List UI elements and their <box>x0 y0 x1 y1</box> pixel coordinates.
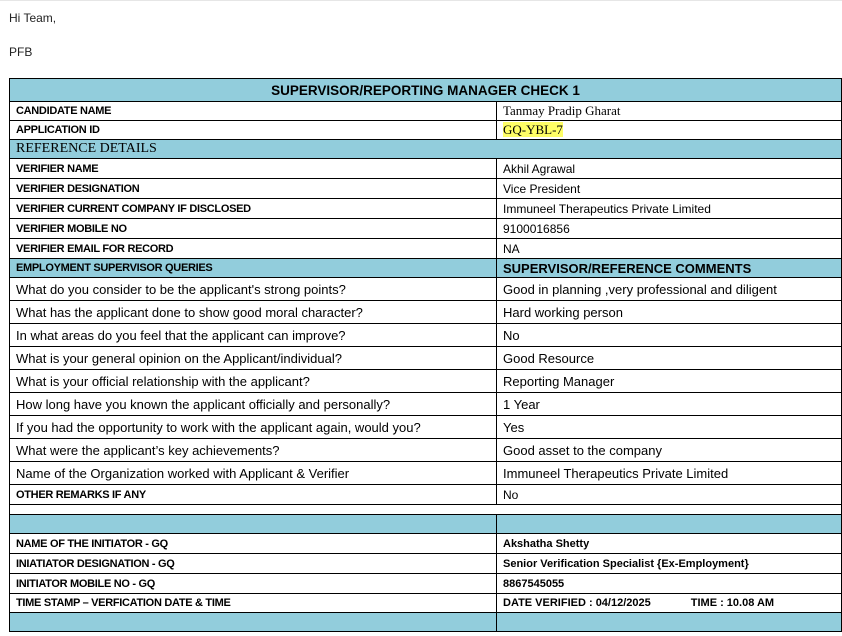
query-row-value: Good asset to the company <box>495 438 842 462</box>
other-remarks-value: No <box>495 484 842 505</box>
initiator-row: INITIATOR MOBILE NO - GQ 8867545055 <box>9 573 842 594</box>
query-row: Name of the Organization worked with App… <box>9 461 842 485</box>
query-row-label: What has the applicant done to show good… <box>9 300 497 324</box>
query-row-label: In what areas do you feel that the appli… <box>9 323 497 347</box>
top-divider <box>0 0 842 1</box>
verifier-row: VERIFIER EMAIL FOR RECORD NA <box>9 238 842 259</box>
query-row-value: Good in planning ,very professional and … <box>495 277 842 301</box>
query-row-value: No <box>495 323 842 347</box>
pfb-text: PFB <box>9 45 33 59</box>
verifier-row: VERIFIER DESIGNATION Vice President <box>9 178 842 199</box>
query-row-value: 1 Year <box>495 392 842 416</box>
verifier-row-label: VERIFIER CURRENT COMPANY IF DISCLOSED <box>9 198 497 219</box>
table-title: SUPERVISOR/REPORTING MANAGER CHECK 1 <box>8 78 842 102</box>
query-row-value: Good Resource <box>495 346 842 370</box>
verifier-row-value: 9100016856 <box>495 218 842 239</box>
verifier-row-value: NA <box>495 238 842 259</box>
time-verified: TIME : 10.08 AM <box>690 597 775 609</box>
query-row-label: Name of the Organization worked with App… <box>9 461 497 485</box>
query-row: What is your general opinion on the Appl… <box>9 346 842 370</box>
blue-spacer <box>9 612 497 632</box>
queries-header: EMPLOYMENT SUPERVISOR QUERIES <box>9 258 497 278</box>
appid-label: APPLICATION ID <box>9 120 497 140</box>
verification-table: SUPERVISOR/REPORTING MANAGER CHECK 1 CAN… <box>8 78 842 632</box>
initiator-row: NAME OF THE INITIATOR - GQ Akshatha Shett… <box>9 533 842 554</box>
query-row-value: Hard working person <box>495 300 842 324</box>
verifier-row: VERIFIER NAME Akhil Agrawal <box>9 158 842 179</box>
initiator-row-label: INIATIATOR DESIGNATION - GQ <box>9 553 497 574</box>
query-row-label: What were the applicant’s key achievemen… <box>9 438 497 462</box>
query-row: What has the applicant done to show good… <box>9 300 842 324</box>
verifier-row: VERIFIER CURRENT COMPANY IF DISCLOSED Imm… <box>9 198 842 219</box>
query-row-label: What is your general opinion on the Appl… <box>9 346 497 370</box>
query-row-label: What is your official relationship with … <box>9 369 497 393</box>
initiator-row-label: INITIATOR MOBILE NO - GQ <box>9 573 497 594</box>
initiator-row-value: Akshatha Shetty <box>495 533 842 554</box>
verifier-row: VERIFIER MOBILE NO 9100016856 <box>9 218 842 239</box>
verifier-row-label: VERIFIER MOBILE NO <box>9 218 497 239</box>
initiator-row: INIATIATOR DESIGNATION - GQ Senior Verifi… <box>9 553 842 574</box>
empty-row <box>8 504 842 515</box>
verifier-row-value: Immuneel Therapeutics Private Limited <box>495 198 842 219</box>
query-row-label: What do you consider to be the applicant… <box>9 277 497 301</box>
candidate-label: CANDIDATE NAME <box>9 101 497 121</box>
verifier-row-label: VERIFIER NAME <box>9 158 497 179</box>
query-row-value: Immuneel Therapeutics Private Limited <box>495 461 842 485</box>
initiator-row-label: NAME OF THE INITIATOR - GQ <box>9 533 497 554</box>
query-row-label: How long have you known the applicant of… <box>9 392 497 416</box>
blue-spacer <box>495 514 842 534</box>
query-row-label: If you had the opportunity to work with … <box>9 415 497 439</box>
query-row: What do you consider to be the applicant… <box>9 277 842 301</box>
comments-header: SUPERVISOR/REFERENCE COMMENTS <box>495 258 842 278</box>
query-row: What were the applicant’s key achievemen… <box>9 438 842 462</box>
verifier-row-label: VERIFIER EMAIL FOR RECORD <box>9 238 497 259</box>
timestamp-label: TIME STAMP – VERFICATION DATE & TIME <box>9 593 497 613</box>
blue-spacer <box>9 514 497 534</box>
greeting: Hi Team, <box>9 11 57 25</box>
candidate-value: Tanmay Pradip Gharat <box>495 101 842 121</box>
other-remarks-label: OTHER REMARKS IF ANY <box>9 484 497 505</box>
query-row: What is your official relationship with … <box>9 369 842 393</box>
date-verified: DATE VERIFIED : 04/12/2025 <box>503 597 651 609</box>
verifier-row-label: VERIFIER DESIGNATION <box>9 178 497 199</box>
query-row-value: Reporting Manager <box>495 369 842 393</box>
initiator-row-value: 8867545055 <box>495 573 842 594</box>
query-row: How long have you known the applicant of… <box>9 392 842 416</box>
query-row: In what areas do you feel that the appli… <box>9 323 842 347</box>
initiator-row-value: Senior Verification Specialist {Ex-Emplo… <box>495 553 842 574</box>
blue-spacer <box>495 612 842 632</box>
reference-header: REFERENCE DETAILS <box>8 139 842 159</box>
verifier-row-value: Akhil Agrawal <box>495 158 842 179</box>
verifier-row-value: Vice President <box>495 178 842 199</box>
query-row-value: Yes <box>495 415 842 439</box>
query-row: If you had the opportunity to work with … <box>9 415 842 439</box>
appid-value: GQ-YBL-7 <box>503 122 563 137</box>
